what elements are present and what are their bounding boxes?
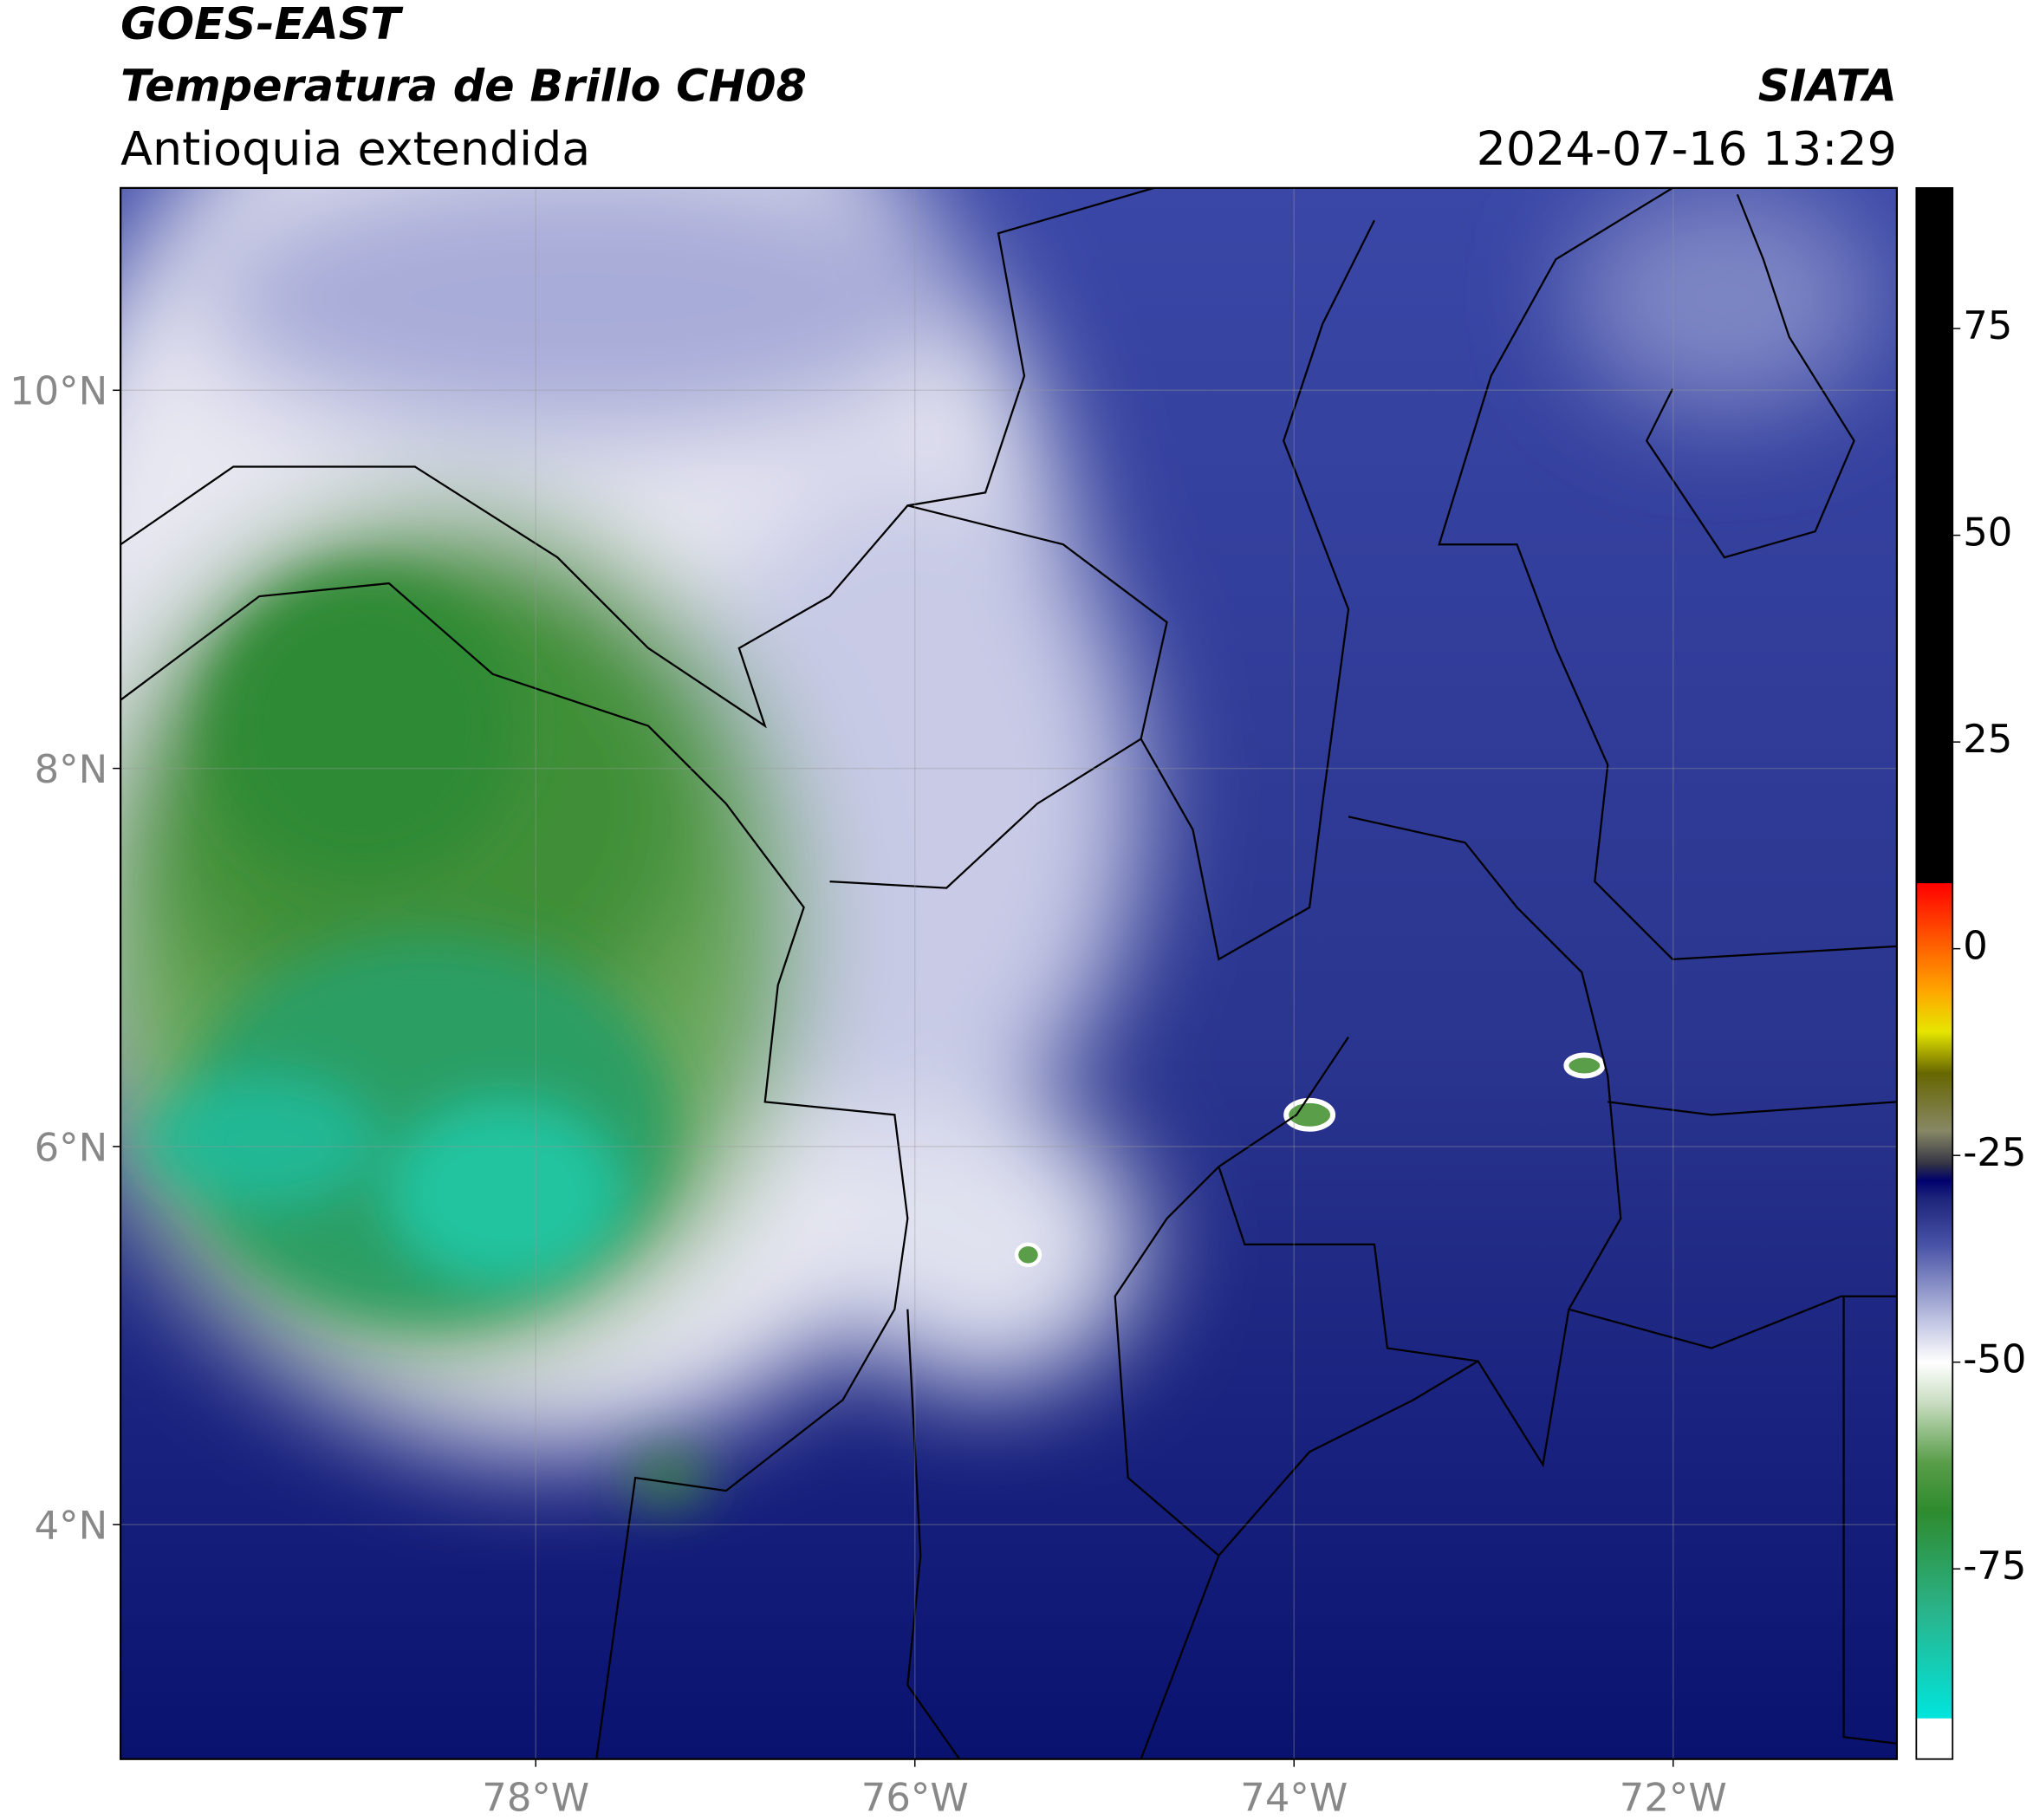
colorbar-segment: [1916, 1196, 1953, 1247]
x-tick-label: 74°W: [1240, 1775, 1348, 1820]
colorbar-segment: [1916, 1461, 1953, 1512]
colorbar-tick-label: 75: [1963, 302, 2012, 348]
colorbar-segment: [1916, 1130, 1953, 1165]
colorbar-tick-label: 50: [1963, 510, 2012, 556]
colorbar-segment: [1916, 1312, 1953, 1363]
colorbar-segment: [1916, 882, 1953, 991]
colorbar-tick-label: 25: [1963, 716, 2012, 762]
subtitle: Temperatura de Brillo CH08: [120, 61, 807, 112]
title: GOES-EAST: [120, 0, 404, 49]
y-tick-label: 8°N: [35, 746, 108, 792]
colorbar-tick-label: -50: [1963, 1336, 2026, 1382]
y-tick-label: 10°N: [10, 368, 107, 414]
colorbar-segment: [1916, 1609, 1953, 1719]
colorbar-segment: [1916, 1362, 1953, 1405]
x-tick-label: 76°W: [861, 1775, 969, 1820]
source: SIATA: [1758, 61, 1897, 112]
colorbar-tick-label: -25: [1963, 1129, 2026, 1175]
colorbar-segment: [1916, 1717, 1953, 1760]
colorbar-frame: [1915, 186, 1954, 1760]
colorbar-segment: [1916, 990, 1953, 1032]
x-tick-label: 72°W: [1620, 1775, 1727, 1820]
region: Antioquia extendida: [120, 121, 590, 176]
colorbar-tick-label: -75: [1963, 1543, 2026, 1589]
map-frame: [120, 186, 1899, 1760]
colorbar-segment: [1916, 1511, 1953, 1611]
colorbar-segment: [1916, 1163, 1953, 1181]
colorbar-segment: [1916, 1180, 1953, 1198]
satellite-image: [120, 187, 1897, 1759]
x-tick-label: 78°W: [482, 1775, 589, 1820]
colorbar: 75 50 25 0 -25 -50 -75: [1916, 187, 2026, 1760]
datetime: 2024-07-16 13:29: [1477, 121, 1897, 176]
colorbar-segment: [1916, 1031, 1953, 1074]
axes: 78°W 76°W 74°W 72°W 10°N 8°N 6°N 4°N: [10, 187, 1897, 1820]
colorbar-tick-label: 0: [1963, 923, 1988, 969]
colorbar-segment: [1916, 187, 1953, 884]
colorbar-segment: [1916, 1403, 1953, 1462]
colorbar-segment: [1916, 1072, 1953, 1132]
y-tick-label: 4°N: [35, 1503, 108, 1549]
y-tick-label: 6°N: [35, 1124, 108, 1170]
colorbar-segment: [1916, 1246, 1953, 1314]
